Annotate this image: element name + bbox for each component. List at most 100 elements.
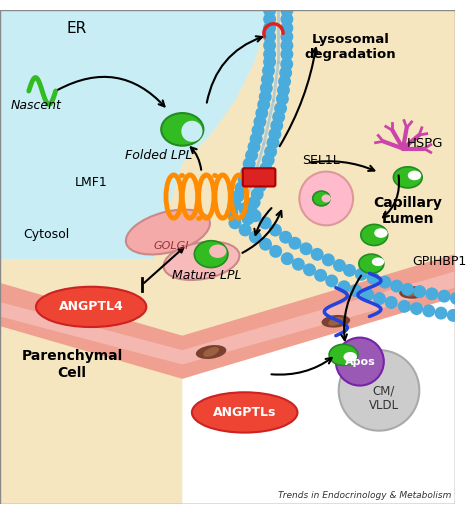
Circle shape bbox=[265, 146, 276, 157]
Circle shape bbox=[300, 172, 353, 225]
Circle shape bbox=[411, 303, 422, 315]
Circle shape bbox=[338, 281, 350, 292]
Circle shape bbox=[401, 284, 413, 295]
Circle shape bbox=[281, 59, 292, 70]
Circle shape bbox=[251, 188, 263, 200]
Text: CM/
VLDL: CM/ VLDL bbox=[369, 384, 399, 412]
Text: Capillary
Lumen: Capillary Lumen bbox=[374, 196, 442, 226]
Text: Nascent: Nascent bbox=[11, 99, 62, 112]
Ellipse shape bbox=[359, 254, 384, 273]
Circle shape bbox=[260, 163, 272, 174]
Circle shape bbox=[246, 150, 257, 161]
Circle shape bbox=[273, 111, 284, 123]
Circle shape bbox=[356, 268, 367, 280]
Ellipse shape bbox=[164, 242, 239, 280]
Circle shape bbox=[281, 31, 292, 43]
Circle shape bbox=[292, 259, 304, 270]
Circle shape bbox=[249, 231, 261, 243]
Ellipse shape bbox=[393, 167, 422, 188]
Polygon shape bbox=[0, 254, 455, 379]
Text: ER: ER bbox=[67, 21, 87, 36]
Circle shape bbox=[379, 277, 391, 288]
Circle shape bbox=[226, 207, 237, 218]
Circle shape bbox=[255, 180, 266, 192]
Circle shape bbox=[264, 5, 275, 16]
Circle shape bbox=[447, 309, 459, 321]
Circle shape bbox=[270, 246, 282, 257]
Circle shape bbox=[301, 243, 312, 254]
Circle shape bbox=[249, 210, 261, 222]
Circle shape bbox=[281, 40, 292, 51]
Circle shape bbox=[339, 350, 419, 431]
Ellipse shape bbox=[192, 392, 298, 433]
Circle shape bbox=[282, 253, 293, 264]
Circle shape bbox=[281, 22, 292, 34]
Circle shape bbox=[280, 231, 292, 243]
Circle shape bbox=[261, 82, 272, 94]
Text: Lysosomal
degradation: Lysosomal degradation bbox=[304, 33, 396, 62]
Text: HSPG: HSPG bbox=[407, 137, 443, 150]
Circle shape bbox=[281, 48, 292, 60]
Ellipse shape bbox=[344, 352, 357, 361]
Ellipse shape bbox=[321, 194, 331, 203]
Circle shape bbox=[270, 224, 281, 236]
Circle shape bbox=[344, 265, 356, 276]
Circle shape bbox=[391, 280, 402, 292]
Ellipse shape bbox=[194, 241, 228, 268]
Circle shape bbox=[326, 275, 337, 287]
Polygon shape bbox=[0, 10, 455, 504]
Circle shape bbox=[229, 217, 241, 229]
Circle shape bbox=[277, 93, 288, 105]
Circle shape bbox=[423, 305, 435, 317]
Polygon shape bbox=[182, 254, 455, 504]
Circle shape bbox=[254, 116, 265, 127]
Polygon shape bbox=[0, 10, 278, 259]
Ellipse shape bbox=[321, 315, 350, 327]
Text: GOLGI: GOLGI bbox=[153, 242, 189, 251]
Circle shape bbox=[315, 270, 327, 281]
Circle shape bbox=[264, 22, 275, 34]
Circle shape bbox=[264, 31, 275, 43]
Text: Folded LPL: Folded LPL bbox=[125, 149, 192, 161]
Text: Apos: Apos bbox=[345, 357, 375, 366]
Text: ANGPTLs: ANGPTLs bbox=[213, 406, 276, 419]
Ellipse shape bbox=[313, 191, 330, 206]
Circle shape bbox=[235, 182, 247, 194]
Ellipse shape bbox=[203, 347, 219, 357]
Ellipse shape bbox=[374, 228, 388, 238]
Circle shape bbox=[256, 107, 268, 119]
Circle shape bbox=[242, 213, 254, 225]
Ellipse shape bbox=[361, 225, 388, 246]
Circle shape bbox=[451, 292, 462, 304]
Circle shape bbox=[245, 205, 257, 216]
Circle shape bbox=[244, 158, 255, 170]
Circle shape bbox=[264, 48, 275, 60]
Ellipse shape bbox=[161, 113, 203, 145]
Circle shape bbox=[241, 167, 253, 178]
Circle shape bbox=[260, 238, 271, 250]
Text: LMF1: LMF1 bbox=[75, 176, 108, 189]
Circle shape bbox=[426, 288, 438, 300]
Circle shape bbox=[267, 137, 279, 149]
Ellipse shape bbox=[329, 344, 358, 365]
Circle shape bbox=[385, 297, 397, 308]
Circle shape bbox=[289, 237, 301, 249]
Circle shape bbox=[281, 5, 292, 16]
Circle shape bbox=[334, 260, 345, 271]
Ellipse shape bbox=[372, 258, 384, 266]
Circle shape bbox=[281, 13, 292, 25]
Ellipse shape bbox=[47, 300, 78, 314]
Circle shape bbox=[311, 249, 323, 260]
Circle shape bbox=[279, 76, 290, 87]
Ellipse shape bbox=[209, 245, 227, 258]
Circle shape bbox=[280, 67, 292, 79]
Ellipse shape bbox=[126, 210, 210, 254]
FancyBboxPatch shape bbox=[243, 168, 275, 187]
Circle shape bbox=[374, 293, 385, 304]
Circle shape bbox=[362, 289, 374, 300]
Circle shape bbox=[239, 203, 251, 214]
Circle shape bbox=[229, 199, 241, 210]
Circle shape bbox=[414, 286, 426, 298]
Text: Parenchymal
Cell: Parenchymal Cell bbox=[21, 350, 123, 379]
Circle shape bbox=[399, 301, 410, 312]
